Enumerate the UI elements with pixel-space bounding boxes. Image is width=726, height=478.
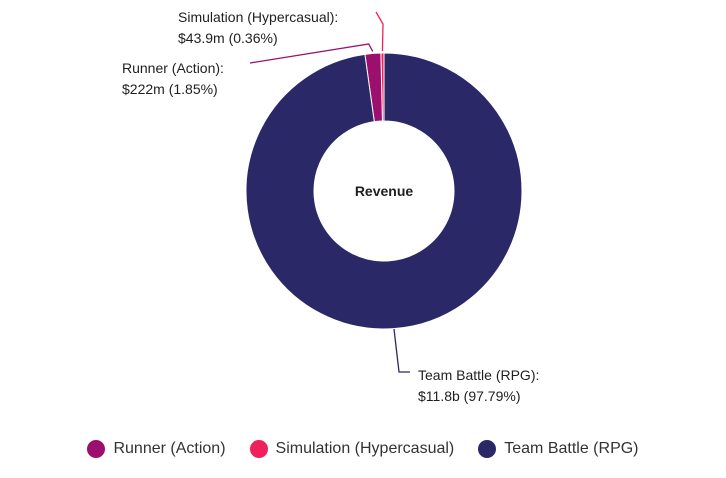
donut-slices	[245, 52, 523, 330]
callout-runner: Runner (Action): $222m (1.85%)	[122, 60, 224, 97]
center-label: Revenue	[355, 183, 414, 199]
callout-simulation: Simulation (Hypercasual): $43.9m (0.36%)	[178, 9, 338, 46]
callout-team-battle-name: Team Battle (RPG):	[418, 367, 539, 383]
callout-simulation-value: $43.9m (0.36%)	[178, 30, 278, 46]
legend-label: Simulation (Hypercasual)	[275, 440, 455, 457]
legend-item-simulation[interactable]: Simulation (Hypercasual)	[249, 440, 455, 458]
callout-team-battle: Team Battle (RPG): $11.8b (97.79%)	[418, 367, 539, 404]
connector-simulation	[375, 11, 384, 52]
connector-runner	[249, 43, 374, 64]
callout-runner-value: $222m (1.85%)	[122, 81, 218, 97]
connector-team-battle	[393, 328, 410, 373]
slice-team-battle[interactable]	[245, 52, 523, 330]
callout-team-battle-value: $11.8b (97.79%)	[418, 388, 520, 404]
donut-chart: Revenue Simulation (Hypercasual): $43.9m…	[122, 9, 539, 404]
legend-dot-icon	[478, 440, 497, 458]
legend-dot-icon	[249, 440, 268, 458]
legend-item-runner[interactable]: Runner (Action)	[87, 440, 226, 458]
callout-runner-name: Runner (Action):	[122, 60, 224, 76]
callout-simulation-name: Simulation (Hypercasual):	[178, 9, 338, 25]
legend-label: Runner (Action)	[113, 440, 226, 457]
legend-dot-icon	[87, 440, 106, 458]
legend-label: Team Battle (RPG)	[504, 440, 639, 457]
legend-item-team-battle[interactable]: Team Battle (RPG)	[478, 440, 639, 458]
legend: Runner (Action) Simulation (Hypercasual)…	[0, 440, 726, 458]
callout-connectors	[249, 11, 410, 373]
